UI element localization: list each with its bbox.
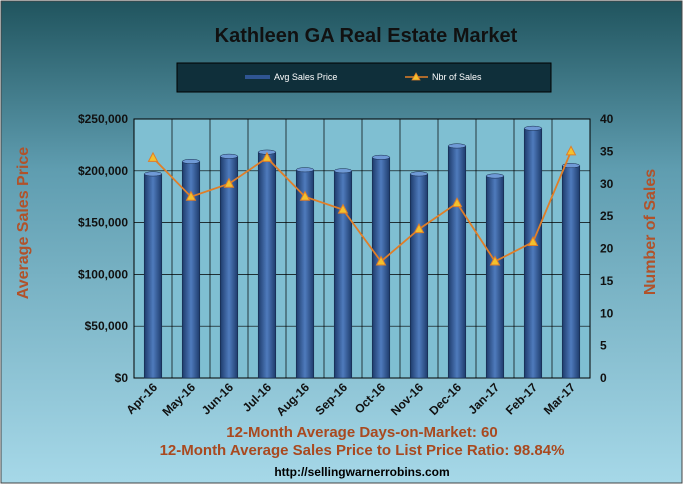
- bar-Nov-16: [409, 173, 429, 379]
- sales-point-May-16: [185, 190, 197, 201]
- chart-title: Kathleen GA Real Estate Market: [215, 25, 518, 47]
- footer-days-on-market: 12-Month Average Days-on-Market: 60: [226, 424, 497, 441]
- y-axis-ticks: $0 $50,000 $100,000 $150,000 $200,000 $250,00…: [78, 112, 128, 385]
- y2-tick-label: 35: [600, 144, 614, 158]
- bar-cap-Sep-16: [334, 168, 352, 174]
- legend-label-sales: Nbr of Sales: [432, 72, 482, 82]
- bar-cap-Jan-17: [486, 173, 504, 179]
- sales-point-Aug-16: [299, 190, 311, 201]
- legend-marker-swatch: [411, 72, 421, 81]
- y2-tick-label: 25: [600, 209, 614, 223]
- sales-point-Mar-17: [565, 145, 577, 156]
- bar-Oct-16: [371, 157, 391, 379]
- sales-point-Apr-16: [147, 151, 159, 162]
- legend-box: [176, 62, 552, 93]
- bars: [143, 125, 581, 379]
- y2-tick-label: 40: [600, 112, 614, 126]
- legend: Avg Sales Price Nbr of Sales: [176, 62, 552, 93]
- footer-url: http://sellingwarnerrobins.com: [274, 465, 449, 479]
- y2-axis-ticks: 0 5 10 15 20 25 30 35 40: [600, 112, 614, 385]
- y-tick-label: $250,000: [78, 112, 128, 126]
- bar-Dec-16: [447, 145, 467, 379]
- bar-Sep-16: [333, 170, 353, 379]
- y-tick-label: $0: [115, 371, 129, 385]
- sales-point-Sep-16: [337, 203, 349, 214]
- y-tick-label: $200,000: [78, 164, 128, 178]
- y2-tick-label: 10: [600, 306, 614, 320]
- y-tick-label: $100,000: [78, 267, 128, 281]
- bar-Mar-17: [561, 165, 581, 379]
- bar-cap-Apr-16: [144, 171, 162, 177]
- bar-Jun-16: [219, 155, 239, 379]
- y-tick-label: $50,000: [85, 319, 129, 333]
- bar-cap-Oct-16: [372, 154, 390, 160]
- sales-point-Jun-16: [223, 177, 235, 188]
- bar-cap-Feb-17: [524, 125, 542, 131]
- bar-Aug-16: [295, 169, 315, 379]
- y-tick-label: $150,000: [78, 216, 128, 230]
- y2-tick-label: 15: [600, 274, 614, 288]
- sales-point-Dec-16: [451, 197, 463, 208]
- bar-Apr-16: [143, 173, 163, 379]
- bar-Jul-16: [257, 151, 277, 379]
- y2-tick-label: 5: [600, 339, 607, 353]
- bar-cap-Nov-16: [410, 171, 428, 177]
- y-axis-label: Average Sales Price: [15, 147, 32, 300]
- bar-Feb-17: [523, 128, 543, 379]
- sales-point-Oct-16: [375, 255, 387, 266]
- sales-point-Nov-16: [413, 223, 425, 234]
- bar-cap-Dec-16: [448, 143, 466, 149]
- legend-label-price: Avg Sales Price: [274, 72, 337, 82]
- bar-Jan-17: [485, 175, 505, 379]
- sales-point-Feb-17: [527, 235, 539, 247]
- sales-line-path: [152, 151, 572, 263]
- footer-price-ratio: 12-Month Average Sales Price to List Pri…: [160, 442, 565, 459]
- y2-tick-label: 20: [600, 242, 614, 256]
- bar-cap-Aug-16: [296, 167, 314, 173]
- y2-tick-label: 30: [600, 177, 614, 191]
- y2-axis-label: Number of Sales: [642, 169, 659, 295]
- sales-point-Jul-16: [261, 151, 273, 162]
- sales-line: [147, 145, 577, 266]
- gridlines: [134, 118, 590, 378]
- bar-cap-May-16: [182, 159, 200, 164]
- sales-point-Jan-17: [489, 255, 501, 266]
- y2-tick-label: 0: [600, 371, 607, 385]
- bar-cap-Jun-16: [220, 153, 238, 159]
- bar-cap-Mar-17: [562, 163, 580, 169]
